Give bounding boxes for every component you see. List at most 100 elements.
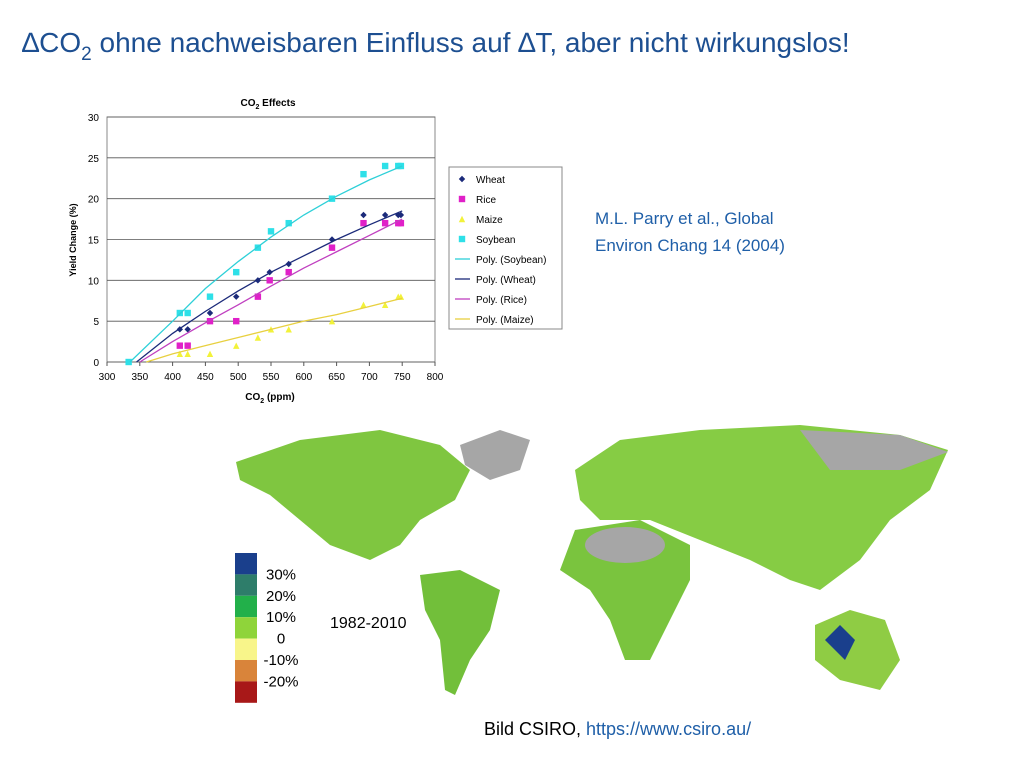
legend-swatch (458, 175, 466, 183)
fit-line (129, 165, 403, 363)
data-point (254, 334, 262, 341)
label-part: (ppm) (264, 392, 295, 403)
title-part: ohne nachweisbaren Einfluss auf ∆T, aber… (92, 27, 850, 58)
credit-text: Bild CSIRO, (484, 719, 586, 739)
y-tick-label: 25 (88, 154, 100, 165)
legend-color (235, 660, 257, 682)
citation: M.L. Parry et al., Global (595, 209, 774, 228)
legend-label: Soybean (476, 235, 515, 246)
data-point (233, 342, 240, 349)
north-america (236, 430, 470, 560)
legend-label: 10% (266, 609, 296, 626)
map-period: 1982-2010 (330, 615, 407, 632)
x-tick-label: 350 (131, 372, 148, 383)
legend-label: 30% (266, 566, 296, 583)
legend-label: Poly. (Wheat) (476, 275, 536, 286)
south-america (420, 570, 500, 695)
legend-label: Poly. (Rice) (476, 295, 527, 306)
fit-line (146, 297, 403, 363)
legend-label: Poly. (Maize) (476, 315, 534, 326)
label-part: CO (245, 392, 260, 403)
y-tick-label: 10 (88, 276, 100, 287)
data-point (397, 219, 405, 227)
image-credit: Bild CSIRO, https://www.csiro.au/ (484, 719, 751, 739)
chart-title: CO2 Effects (240, 98, 295, 111)
y-tick-label: 0 (93, 358, 99, 369)
x-tick-label: 800 (427, 372, 444, 383)
data-point (328, 236, 336, 243)
data-point (328, 317, 336, 325)
legend-box (448, 166, 563, 330)
legend-label: Poly. (Soybean) (476, 255, 546, 266)
data-point (381, 301, 389, 309)
legend-swatch (458, 235, 466, 243)
data-point (206, 309, 214, 317)
data-point (176, 342, 184, 349)
data-point (233, 317, 240, 325)
credit-link[interactable]: https://www.csiro.au/ (586, 719, 751, 739)
data-point (397, 293, 405, 300)
legend-label: 20% (266, 588, 296, 605)
y-tick-label: 15 (88, 236, 100, 247)
data-point (267, 228, 275, 235)
legend-color (235, 574, 257, 596)
legend-color (235, 638, 257, 660)
data-point (360, 301, 367, 309)
australia (815, 610, 900, 690)
data-point (176, 309, 184, 317)
label-subscript: 2 (260, 398, 264, 405)
data-point (176, 350, 184, 358)
legend-label: 0 (277, 631, 285, 648)
map-legend: 30% 20% 10% 0 -10% -20% (235, 553, 299, 703)
data-point (381, 162, 389, 170)
data-point (381, 219, 389, 227)
world-map (236, 425, 948, 695)
title-part: ∆CO (22, 27, 81, 58)
data-point (206, 317, 214, 325)
title-subscript: 2 (81, 44, 92, 65)
x-axis-label: CO2 (ppm) (245, 392, 294, 405)
data-point (266, 277, 273, 284)
x-tick-label: 600 (295, 372, 312, 383)
x-tick-label: 700 (361, 372, 378, 383)
data-point (184, 350, 191, 358)
legend-color (235, 617, 257, 639)
legend-label: Wheat (476, 175, 505, 186)
data-point (285, 268, 292, 276)
x-tick-label: 650 (328, 372, 345, 383)
australia-high (825, 625, 855, 660)
y-axis-label: Yield Change (%) (68, 203, 78, 276)
legend-color (235, 595, 257, 618)
legend-color (235, 681, 257, 703)
legend-swatch (458, 215, 466, 223)
data-point (233, 268, 240, 276)
greenland (460, 430, 530, 480)
data-point (233, 293, 240, 300)
data-point (360, 211, 367, 219)
data-point (254, 293, 262, 300)
data-point (397, 211, 405, 219)
legend-label: Maize (476, 215, 503, 226)
data-point (285, 219, 292, 227)
data-point (184, 342, 191, 349)
chart: CO2 Effects CO2 (ppm) Yield Change (%) 0… (68, 98, 563, 405)
x-tick-label: 550 (263, 372, 280, 383)
data-point (360, 170, 367, 178)
legend-label: Rice (476, 195, 496, 206)
y-tick-label: 20 (88, 195, 100, 206)
x-tick-label: 400 (164, 372, 181, 383)
fit-line (136, 210, 403, 363)
data-point (184, 309, 191, 317)
data-point (206, 350, 214, 358)
y-tick-label: 5 (93, 317, 99, 328)
data-point (206, 293, 214, 300)
x-tick-label: 750 (394, 372, 411, 383)
legend-color (235, 553, 257, 575)
x-tick-label: 450 (197, 372, 214, 383)
x-tick-label: 300 (99, 372, 116, 383)
data-point (254, 244, 262, 251)
title-subscript: 2 (255, 104, 259, 111)
slide-title: ∆CO2 ohne nachweisbaren Einfluss auf ∆T,… (22, 27, 850, 65)
data-point (285, 326, 292, 333)
